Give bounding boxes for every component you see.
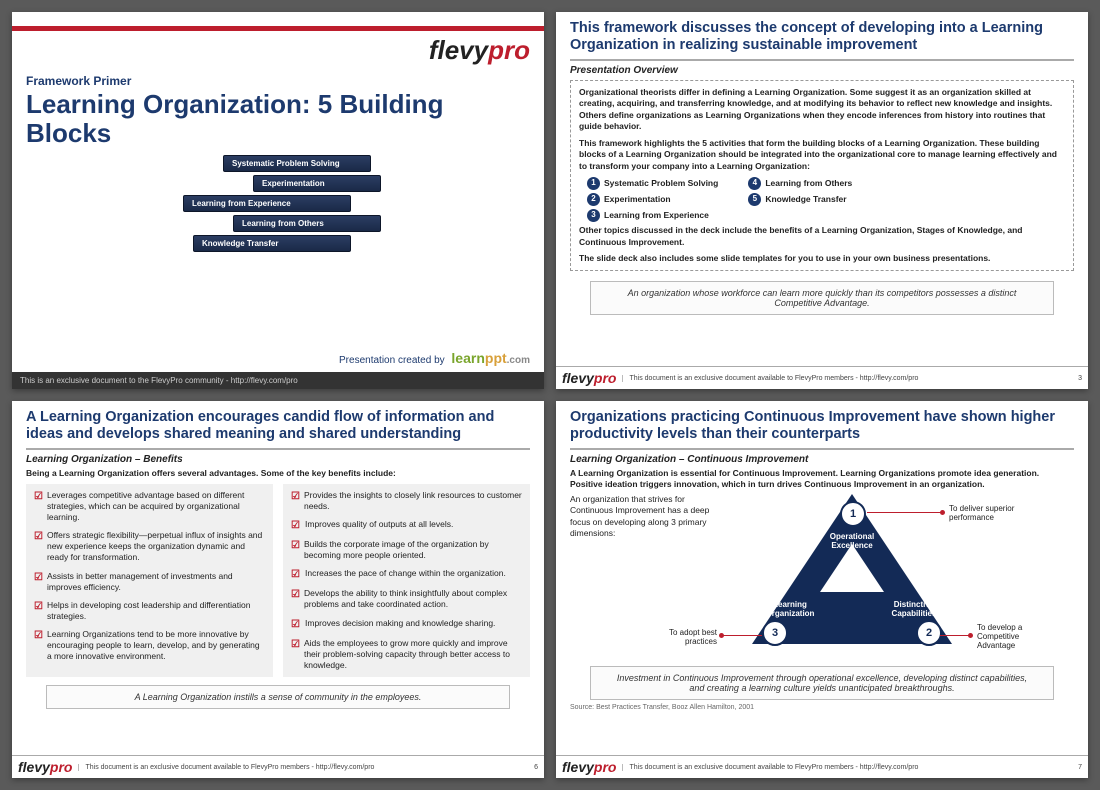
slide-4: Organizations practicing Continuous Impr… — [556, 401, 1088, 778]
anno-2: To develop a Competitive Advantage — [977, 623, 1055, 650]
para-3: Other topics discussed in the deck inclu… — [579, 225, 1065, 248]
benefit: Provides the insights to closely link re… — [304, 490, 522, 512]
intro: A Learning Organization is essential for… — [570, 468, 1074, 491]
corner-3-label: Learning Organization — [755, 600, 825, 618]
page-number: 6 — [534, 764, 538, 771]
brick-1: Systematic Problem Solving — [223, 155, 371, 172]
logo-left: flevy — [429, 35, 488, 66]
footer-text: This document is an exclusive document a… — [622, 764, 918, 771]
para-4: The slide deck also includes some slide … — [579, 253, 1065, 264]
para-1: Organizational theorists differ in defin… — [579, 87, 1065, 133]
created-by-label: Presentation created by — [339, 355, 445, 366]
slide-title: This framework discusses the concept of … — [570, 20, 1074, 55]
triangle-diagram: 1 2 3 Operational Excellence Distinctive… — [727, 494, 977, 664]
block-2: Experimentation — [604, 194, 671, 205]
callout: A Learning Organization instills a sense… — [46, 685, 510, 709]
slide-title: A Learning Organization encourages candi… — [26, 409, 530, 444]
brick-5: Knowledge Transfer — [193, 235, 351, 252]
anno-1: To deliver superior performance — [949, 504, 1027, 522]
corner-2: 2 — [916, 620, 942, 646]
benefits-col-1: ☑Leverages competitive advantage based o… — [26, 484, 273, 676]
benefit: Improves quality of outputs at all level… — [305, 519, 453, 530]
slide-1: flevypro Framework Primer Learning Organ… — [12, 12, 544, 389]
brick-3: Learning from Experience — [183, 195, 351, 212]
subtitle: Presentation Overview — [570, 65, 1074, 76]
intro: Being a Learning Organization offers sev… — [26, 468, 530, 479]
slide-3: A Learning Organization encourages candi… — [12, 401, 544, 778]
logo-right: pro — [488, 35, 530, 66]
para-2: This framework highlights the 5 activiti… — [579, 138, 1065, 172]
block-4: Learning from Others — [765, 178, 852, 189]
benefit: Offers strategic flexibility—perpetual i… — [47, 530, 265, 563]
slide-title: Learning Organization: 5 Building Blocks — [26, 90, 530, 147]
footer-text: This is an exclusive document to the Fle… — [20, 376, 298, 385]
callout: Investment in Continuous Improvement thr… — [590, 666, 1054, 700]
benefit: Learning Organizations tend to be more i… — [47, 629, 265, 662]
slide-grid: flevypro Framework Primer Learning Organ… — [0, 0, 1100, 790]
block-3: Learning from Experience — [604, 210, 709, 221]
block-5: Knowledge Transfer — [765, 194, 846, 205]
corner-1-label: Operational Excellence — [817, 532, 887, 550]
benefit: Leverages competitive advantage based on… — [47, 490, 265, 523]
corner-1: 1 — [840, 501, 866, 527]
benefit: Helps in developing cost leadership and … — [47, 600, 265, 622]
learnppt-left: learn — [451, 350, 484, 366]
kicker: Framework Primer — [26, 74, 530, 88]
page-number: 3 — [1078, 375, 1082, 382]
anno-3: To adopt best practices — [639, 628, 717, 646]
footer-text: This document is an exclusive document a… — [78, 764, 374, 771]
lego-diagram: Systematic Problem Solving Experimentati… — [163, 155, 393, 257]
benefit: Assists in better management of investme… — [47, 571, 265, 593]
slide-title: Organizations practicing Continuous Impr… — [570, 409, 1074, 444]
footer: flevypro This document is an exclusive d… — [12, 755, 544, 778]
learnppt-right: ppt — [485, 350, 507, 366]
page-number: 7 — [1078, 764, 1082, 771]
learnppt-suffix: .com — [507, 355, 530, 366]
source-line: Source: Best Practices Transfer, Booz Al… — [570, 704, 1074, 711]
created-by: Presentation created by learnppt.com — [12, 350, 544, 372]
corner-2-label: Distinctive Capabilities — [879, 600, 949, 618]
benefit: Improves decision making and knowledge s… — [305, 618, 495, 629]
footer: This is an exclusive document to the Fle… — [12, 372, 544, 389]
benefit: Aids the employees to grow more quickly … — [304, 638, 522, 671]
footer: flevypro This document is an exclusive d… — [556, 366, 1088, 389]
brand-logo: flevypro — [429, 35, 530, 66]
overview-box: Organizational theorists differ in defin… — [570, 80, 1074, 272]
subtitle: Learning Organization – Continuous Impro… — [570, 454, 1074, 465]
slide-2: This framework discusses the concept of … — [556, 12, 1088, 389]
footer-text: This document is an exclusive document a… — [622, 375, 918, 382]
brick-4: Learning from Others — [233, 215, 381, 232]
corner-3: 3 — [762, 620, 788, 646]
benefit: Increases the pace of change within the … — [305, 568, 506, 579]
benefit: Develops the ability to think insightful… — [304, 588, 522, 610]
subtitle: Learning Organization – Benefits — [26, 454, 530, 465]
footer: flevypro This document is an exclusive d… — [556, 755, 1088, 778]
block-1: Systematic Problem Solving — [604, 178, 718, 189]
brick-2: Experimentation — [253, 175, 381, 192]
callout: An organization whose workforce can lear… — [590, 281, 1054, 315]
benefits-col-2: ☑Provides the insights to closely link r… — [283, 484, 530, 676]
benefit: Builds the corporate image of the organi… — [304, 539, 522, 561]
